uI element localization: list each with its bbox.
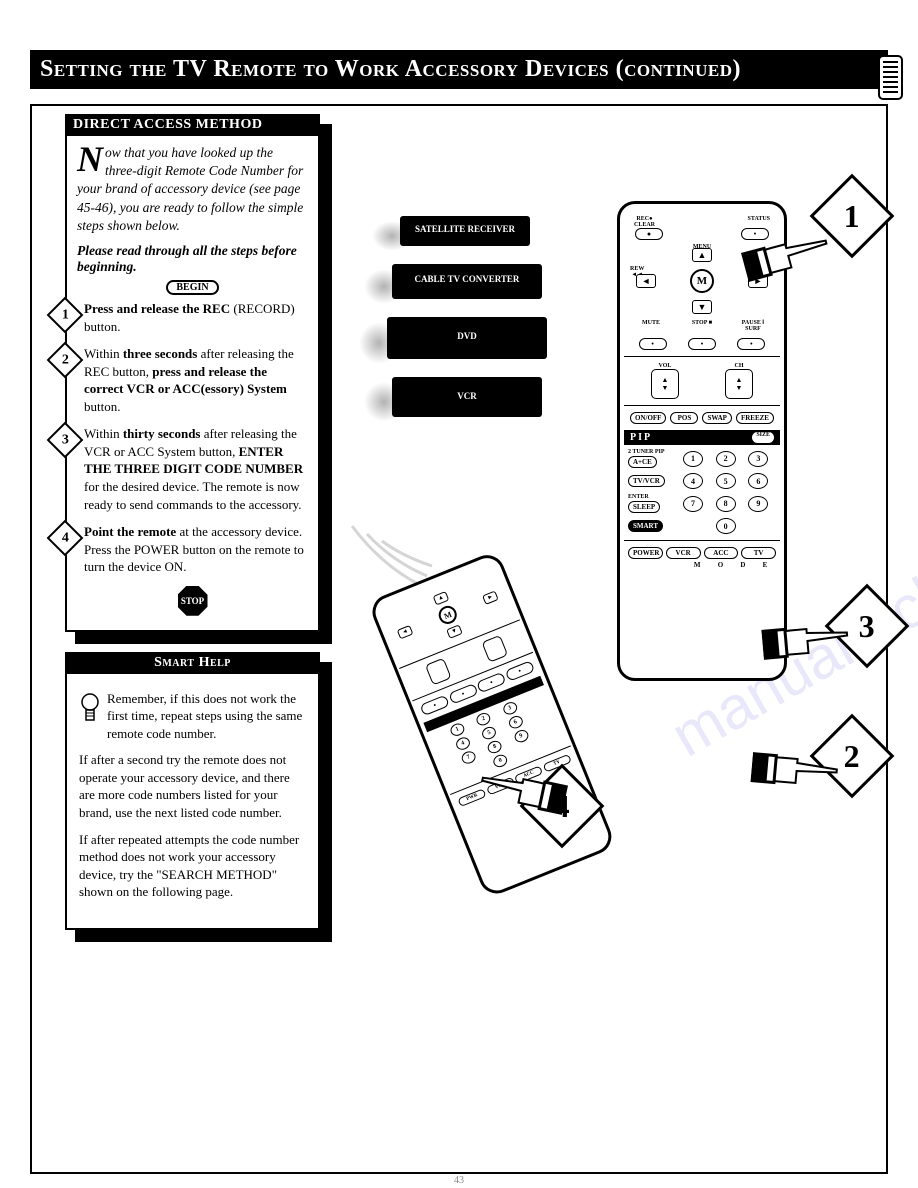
rec-clear-button[interactable]: ● <box>635 228 663 240</box>
smart-help-p2: If after a second try the remote does no… <box>79 751 306 821</box>
step-diamond-3: 3 <box>47 422 84 459</box>
mode-label: MODE <box>628 561 776 569</box>
step-2: 2 Within three seconds after releasing t… <box>67 345 318 415</box>
illustration-area: manualarchive.com SATELLITE RECEIVER CAB… <box>362 196 902 916</box>
smart-button[interactable]: SMART <box>628 520 663 532</box>
power-button[interactable]: POWER <box>628 547 663 559</box>
nav-down-button[interactable]: ▼ <box>692 300 712 314</box>
direct-access-title: DIRECT ACCESS METHOD <box>65 114 320 136</box>
intro-text: Now that you have looked up the three-di… <box>67 144 318 235</box>
num-8-button[interactable]: 8 <box>716 496 736 512</box>
size-button[interactable]: SIZE <box>752 432 774 443</box>
smart-help-box: Smart Help Remember, if this does not wo… <box>65 652 320 930</box>
smart-help-p1: Remember, if this does not work the firs… <box>79 690 306 743</box>
cable-converter: CABLE TV CONVERTER <box>392 264 542 299</box>
ace-button[interactable]: A+CE <box>628 456 657 468</box>
smart-help-title: Smart Help <box>65 652 320 674</box>
step-diamond-2: 2 <box>47 342 84 379</box>
menu-button[interactable]: M <box>690 269 714 293</box>
num-1-button[interactable]: 1 <box>683 451 703 467</box>
page-body: DIRECT ACCESS METHOD Now that you have l… <box>30 104 888 1174</box>
diagonal-remote: M ▲ ▼ ◄ ► •••• 123 456 789 0 PWRVCRACCTV <box>367 550 617 899</box>
num-0-button[interactable]: 0 <box>716 518 736 534</box>
num-7-button[interactable]: 7 <box>683 496 703 512</box>
step-4: 4 Point the remote at the accessory devi… <box>67 523 318 576</box>
begin-badge: BEGIN <box>166 280 218 295</box>
num-3-button[interactable]: 3 <box>748 451 768 467</box>
step-diamond-4: 4 <box>47 520 84 557</box>
num-4-button[interactable]: 4 <box>683 473 703 489</box>
left-column: DIRECT ACCESS METHOD Now that you have l… <box>65 114 320 930</box>
sleep-button[interactable]: SLEEP <box>628 501 660 513</box>
mute-button[interactable]: • <box>639 338 667 350</box>
swap-button[interactable]: SWAP <box>702 412 731 424</box>
satellite-receiver: SATELLITE RECEIVER <box>400 216 530 246</box>
read-instruction: Please read through all the steps before… <box>67 243 318 295</box>
vol-button[interactable]: ▲▼ <box>651 369 679 399</box>
page-header: Setting the TV Remote to Work Accessory … <box>30 50 888 89</box>
pointing-hand-icon-2 <box>750 737 844 795</box>
vcr-device: VCR <box>392 377 542 417</box>
lightbulb-icon <box>79 692 101 726</box>
ch-button[interactable]: ▲▼ <box>725 369 753 399</box>
stop-button[interactable]: • <box>688 338 716 350</box>
num-5-button[interactable]: 5 <box>716 473 736 489</box>
tv-mode-button[interactable]: TV <box>741 547 776 559</box>
nav-left-button[interactable]: ◄ <box>636 274 656 288</box>
num-2-button[interactable]: 2 <box>716 451 736 467</box>
dvd-player: DVD <box>387 317 547 359</box>
num-9-button[interactable]: 9 <box>748 496 768 512</box>
tvvcr-button[interactable]: TV/VCR <box>628 475 665 487</box>
step-1: 1 Press and release the REC (RECORD) but… <box>67 300 318 335</box>
stop-badge: STOP <box>178 586 208 616</box>
step-diamond-1: 1 <box>47 297 84 334</box>
direct-access-box: DIRECT ACCESS METHOD Now that you have l… <box>65 114 320 632</box>
pause-button[interactable]: • <box>737 338 765 350</box>
page-number: 43 <box>454 1175 464 1186</box>
num-6-button[interactable]: 6 <box>748 473 768 489</box>
pointing-hand-icon-3 <box>760 607 854 665</box>
smart-help-p3: If after repeated attempts the code numb… <box>79 831 306 901</box>
nav-up-button[interactable]: ▲ <box>692 248 712 262</box>
keypad: 2 TUNER PIPA+CE 1 2 3 TV/VCR 4 5 6 ENTER… <box>628 449 776 534</box>
pos-button[interactable]: POS <box>670 412 698 424</box>
onoff-button[interactable]: ON/OFF <box>630 412 666 424</box>
freeze-button[interactable]: FREEZE <box>736 412 774 424</box>
device-stack: SATELLITE RECEIVER CABLE TV CONVERTER DV… <box>382 216 547 435</box>
remote-icon <box>878 55 903 100</box>
step-3: 3 Within thirty seconds after releasing … <box>67 425 318 513</box>
acc-mode-button[interactable]: ACC <box>704 547 739 559</box>
vcr-mode-button[interactable]: VCR <box>666 547 701 559</box>
pip-band: PIP SIZE <box>624 430 780 445</box>
